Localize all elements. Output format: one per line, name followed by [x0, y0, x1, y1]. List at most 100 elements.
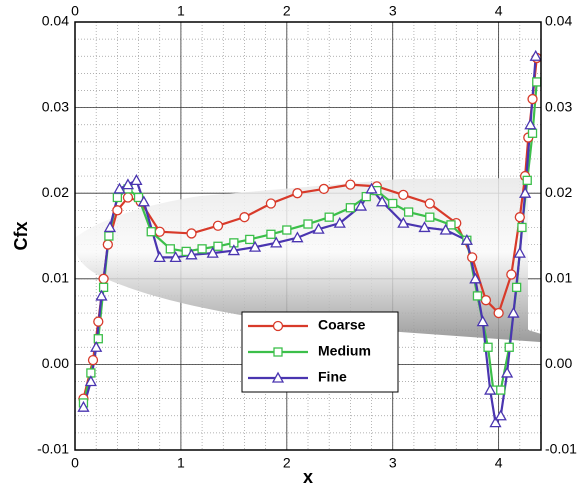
x-tick-label-top: 2: [283, 3, 291, 19]
x-tick-label: 4: [495, 455, 503, 471]
marker: [95, 289, 108, 301]
marker: [197, 244, 207, 254]
y-tick-label: 0.04: [42, 13, 69, 29]
marker: [467, 252, 478, 263]
marker: [388, 198, 398, 209]
y-tick-label: -0.01: [37, 441, 69, 457]
marker: [527, 93, 538, 105]
marker: [494, 409, 507, 421]
marker: [93, 334, 103, 344]
marker: [527, 128, 538, 138]
marker: [524, 118, 537, 130]
marker: [425, 212, 435, 222]
y-tick-label: 0.00: [42, 355, 69, 371]
body-shape: [75, 178, 541, 342]
x-axis-title: x: [303, 467, 313, 487]
marker: [446, 220, 456, 230]
marker: [248, 240, 262, 252]
x-tick-label-top: 4: [495, 3, 503, 19]
legend-label: Coarse: [318, 317, 366, 333]
marker: [206, 246, 219, 258]
legend-label: Fine: [318, 369, 347, 385]
marker: [324, 212, 334, 222]
marker: [90, 340, 103, 352]
marker: [519, 186, 532, 198]
x-tick-label-top: 1: [177, 3, 185, 19]
marker: [517, 222, 527, 233]
legend: Coarse Medium Fine: [241, 311, 399, 393]
legend-marker: [273, 347, 283, 357]
x-tick-label: 0: [71, 455, 79, 471]
x-tick-label: 2: [283, 455, 291, 471]
marker: [501, 366, 514, 378]
y-tick-label: 0.03: [42, 98, 69, 114]
marker: [460, 233, 473, 245]
marker: [245, 234, 255, 245]
marker: [77, 400, 90, 412]
marker: [493, 307, 504, 319]
y-tick-label-right: 0.02: [545, 184, 572, 200]
marker: [504, 342, 514, 352]
marker: [472, 291, 483, 301]
marker: [354, 199, 368, 211]
marker: [165, 244, 175, 254]
y-tick-label: 0.02: [42, 184, 69, 200]
marker: [266, 229, 276, 239]
marker: [484, 383, 497, 395]
marker: [365, 182, 378, 194]
marker: [489, 416, 502, 428]
plot-frame: [74, 21, 542, 451]
legend-marker: [272, 320, 284, 332]
plot-area: [77, 49, 541, 428]
marker: [112, 192, 123, 203]
marker: [153, 251, 166, 263]
marker: [345, 203, 356, 213]
x-tick-label-top: 0: [71, 3, 79, 19]
legend-label: Medium: [318, 343, 371, 359]
marker: [511, 282, 522, 293]
marker: [361, 191, 371, 202]
marker: [133, 192, 144, 203]
y-tick-label-right: 0.04: [545, 13, 572, 29]
legend-marker: [271, 371, 285, 383]
marker: [265, 198, 277, 209]
y-tick-label-right: 0.00: [545, 355, 572, 371]
marker: [333, 216, 346, 228]
marker: [93, 316, 104, 327]
marker: [418, 221, 431, 233]
marker: [398, 189, 409, 201]
y-tick-label: 0.01: [42, 270, 69, 286]
marker: [469, 272, 482, 284]
marker: [212, 220, 224, 231]
marker: [98, 273, 109, 284]
y-tick-label-right: 0.03: [545, 98, 572, 114]
marker: [312, 222, 325, 234]
marker: [102, 239, 113, 250]
marker: [376, 195, 389, 207]
marker: [84, 375, 97, 387]
x-tick-label: 3: [389, 455, 397, 471]
marker: [104, 231, 114, 241]
marker: [169, 251, 182, 263]
marker: [270, 236, 283, 248]
marker: [480, 295, 492, 306]
marker: [529, 49, 541, 61]
marker: [130, 174, 143, 186]
marker: [122, 192, 134, 203]
marker: [186, 228, 197, 239]
marker: [476, 315, 489, 327]
marker: [227, 244, 240, 256]
marker: [112, 205, 123, 216]
marker: [318, 183, 330, 195]
x-tick-label: 1: [177, 455, 185, 471]
marker: [121, 178, 135, 190]
marker: [513, 246, 526, 258]
marker: [113, 182, 126, 194]
marker: [98, 282, 109, 293]
marker: [213, 241, 223, 251]
marker: [483, 342, 493, 352]
marker: [532, 77, 541, 87]
marker: [291, 231, 304, 243]
